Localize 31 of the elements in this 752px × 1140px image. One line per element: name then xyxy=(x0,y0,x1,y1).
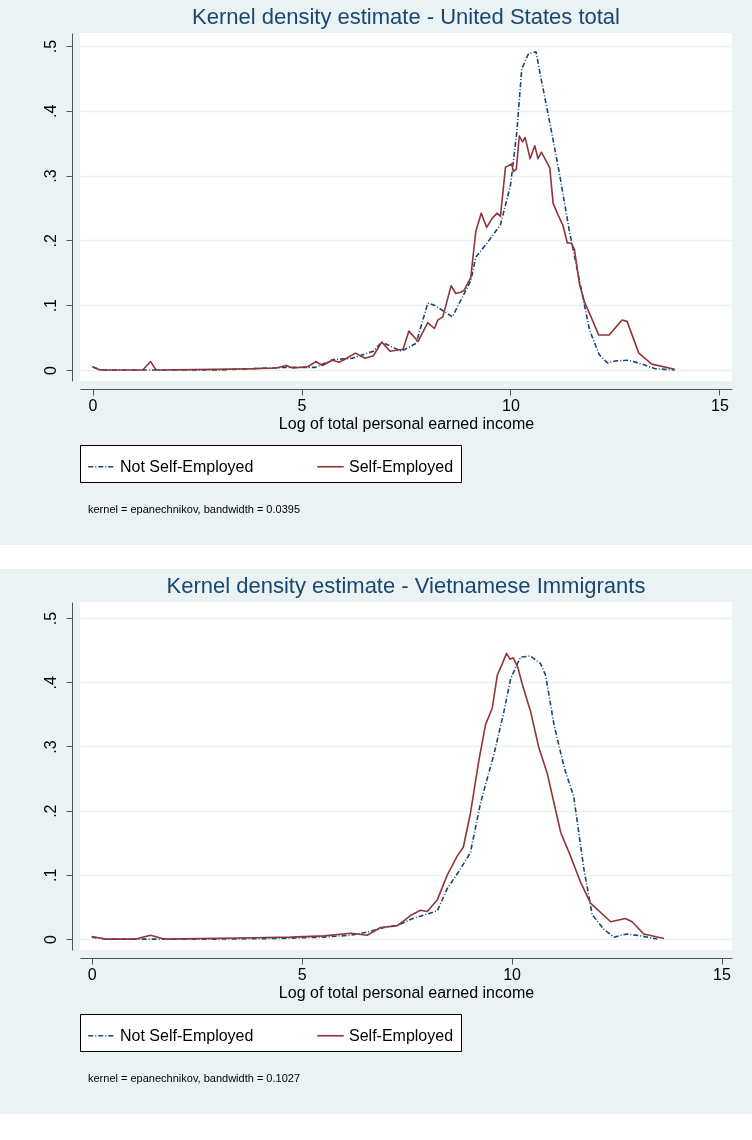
x-tick-label: 0 xyxy=(88,396,98,414)
y-tick-label: .5 xyxy=(41,611,59,626)
x-axis-title: Log of total personal earned income xyxy=(278,983,535,1001)
text: kernel = epanechnikov, bandwidth = 0.0395 xyxy=(87,503,301,517)
y-tick-label: .2 xyxy=(41,234,59,248)
legend-label: Self-Employed xyxy=(349,1026,454,1044)
x-tick-label: 0 xyxy=(87,965,97,983)
line-series xyxy=(91,135,676,371)
x-axis-title: Log of total personal earned income xyxy=(278,414,535,432)
y-tick-label: 0 xyxy=(41,365,59,375)
text: kernel = epanechnikov, bandwidth = 0.1027 xyxy=(87,1072,301,1086)
legend-label: Not Self-Employed xyxy=(120,457,254,475)
x-tick-label: 10 xyxy=(503,965,522,983)
y-tick-label: .4 xyxy=(41,104,59,118)
x-tick-label: 15 xyxy=(711,396,729,414)
x-tick-label: 15 xyxy=(713,965,731,983)
legend-label: Not Self-Employed xyxy=(120,1026,254,1044)
y-tick-label: .5 xyxy=(41,39,59,54)
x-tick-label: 10 xyxy=(502,396,520,414)
y-tick-label: .2 xyxy=(41,804,59,818)
chart-title: Kernel density estimate - Vietnamese Immigrants xyxy=(166,573,646,598)
chart-title: Kernel density estimate - United States total xyxy=(192,4,620,29)
y-tick-label: .1 xyxy=(41,868,59,883)
legend-label: Self-Employed xyxy=(349,457,454,475)
y-tick-label: .3 xyxy=(41,169,59,183)
y-tick-label: 0 xyxy=(41,935,59,945)
y-tick-label: .3 xyxy=(41,740,59,754)
y-tick-label: .4 xyxy=(41,675,59,690)
x-tick-label: 5 xyxy=(297,396,307,414)
x-tick-label: 5 xyxy=(297,965,307,983)
y-tick-label: .1 xyxy=(41,298,59,313)
